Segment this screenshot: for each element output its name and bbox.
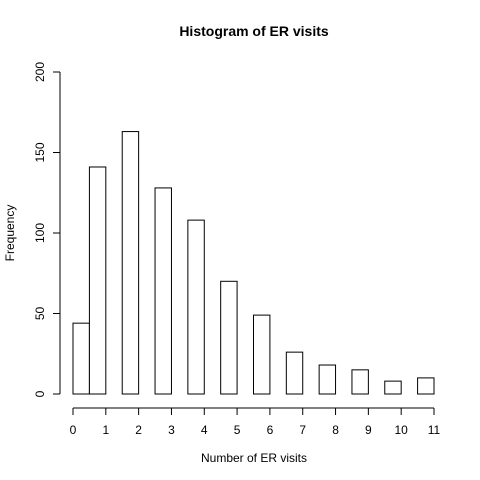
y-tick-label: 50: [33, 307, 47, 321]
histogram-bar: [154, 187, 172, 395]
histogram-bar: [72, 322, 90, 395]
x-tick-label: 9: [365, 423, 372, 437]
histogram-bar: [417, 377, 435, 395]
y-tick-label: 200: [33, 62, 47, 82]
y-tick-label: 100: [33, 223, 47, 243]
bars-group: [72, 131, 435, 395]
x-tick-label: 7: [299, 423, 306, 437]
y-tick-label: 150: [33, 142, 47, 162]
x-tick-label: 6: [267, 423, 274, 437]
y-axis: 0 50 100 150 200: [33, 62, 61, 397]
histogram-bar: [285, 351, 304, 395]
y-tick-label: 0: [33, 390, 47, 397]
x-axis-label: Number of ER visits: [201, 451, 307, 465]
x-tick-label: 0: [70, 423, 77, 437]
x-tick-label: 8: [332, 423, 339, 437]
histogram-bar: [384, 380, 402, 395]
x-axis: 0 1 2 3 4 5 6 7 8 9 10 11: [70, 407, 441, 437]
x-tick-label: 4: [201, 423, 208, 437]
x-tick-label: 10: [395, 423, 409, 437]
histogram-bar: [351, 369, 369, 395]
histogram-bar: [121, 131, 140, 395]
x-tick-label: 5: [234, 423, 241, 437]
x-tick-label: 11: [428, 423, 441, 437]
chart-title: Histogram of ER visits: [179, 23, 329, 39]
x-tick-label: 3: [168, 423, 175, 437]
x-tick-label: 2: [135, 423, 142, 437]
histogram-bar: [318, 364, 337, 395]
histogram-bar: [220, 280, 238, 395]
histogram-bar: [187, 219, 205, 395]
x-tick-label: 1: [102, 423, 109, 437]
histogram-bar: [88, 166, 107, 395]
y-axis-label: Frequency: [3, 205, 17, 262]
histogram-bar: [253, 314, 271, 395]
